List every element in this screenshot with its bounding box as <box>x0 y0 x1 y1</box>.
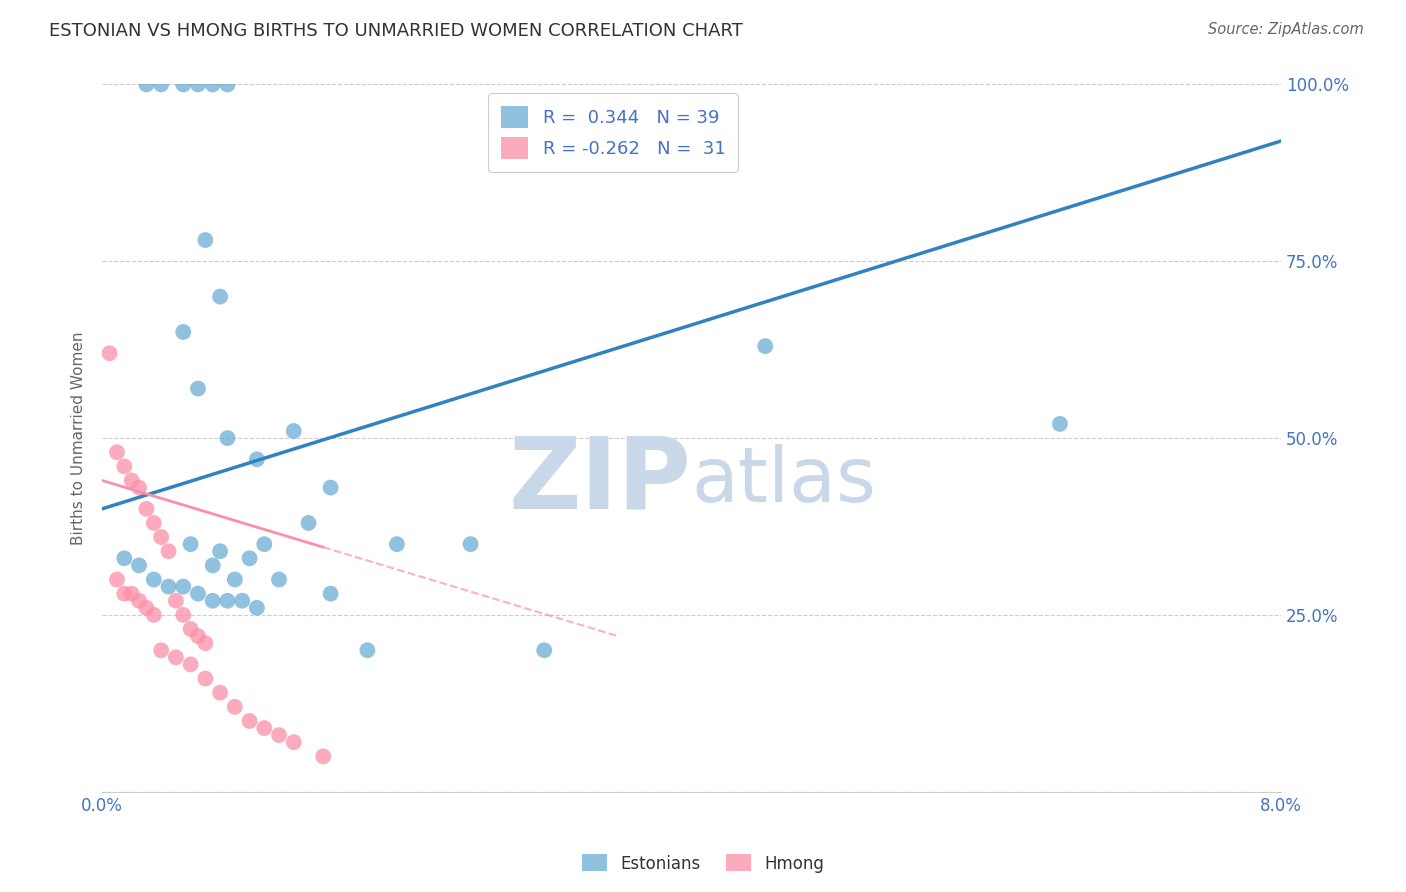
Point <box>105 573 128 587</box>
Point <box>142 573 165 587</box>
Point <box>165 650 187 665</box>
Point <box>217 78 239 92</box>
Point <box>267 728 290 742</box>
Point <box>150 643 173 657</box>
Point <box>98 346 121 360</box>
Point <box>267 573 290 587</box>
Point <box>142 516 165 530</box>
Point <box>105 445 128 459</box>
Point <box>112 587 135 601</box>
Point <box>194 636 217 650</box>
Legend: Estonians, Hmong: Estonians, Hmong <box>575 847 831 880</box>
Point <box>754 339 776 353</box>
Point <box>194 233 217 247</box>
Point <box>283 424 305 438</box>
Legend: R =  0.344   N = 39, R = -0.262   N =  31: R = 0.344 N = 39, R = -0.262 N = 31 <box>488 94 738 172</box>
Point <box>238 714 260 728</box>
Point <box>460 537 482 551</box>
Point <box>319 481 342 495</box>
Point <box>180 537 202 551</box>
Point <box>165 593 187 607</box>
Point <box>356 643 378 657</box>
Point <box>1049 417 1071 431</box>
Point <box>157 544 180 558</box>
Point <box>209 290 232 304</box>
Point <box>187 382 209 396</box>
Point <box>224 573 246 587</box>
Point <box>142 607 165 622</box>
Point <box>157 580 180 594</box>
Point <box>297 516 319 530</box>
Point <box>231 593 253 607</box>
Point <box>187 587 209 601</box>
Point <box>128 558 150 573</box>
Text: ZIP: ZIP <box>509 432 692 529</box>
Point <box>246 452 269 467</box>
Point <box>246 600 269 615</box>
Point <box>180 622 202 636</box>
Point <box>194 672 217 686</box>
Point <box>172 78 194 92</box>
Point <box>238 551 260 566</box>
Point <box>217 593 239 607</box>
Point <box>201 78 224 92</box>
Point <box>187 629 209 643</box>
Point <box>150 78 173 92</box>
Point <box>209 544 232 558</box>
Text: atlas: atlas <box>692 443 876 517</box>
Y-axis label: Births to Unmarried Women: Births to Unmarried Women <box>72 331 86 545</box>
Point <box>180 657 202 672</box>
Point <box>128 481 150 495</box>
Point <box>319 587 342 601</box>
Point <box>385 537 408 551</box>
Point <box>121 474 143 488</box>
Text: ESTONIAN VS HMONG BIRTHS TO UNMARRIED WOMEN CORRELATION CHART: ESTONIAN VS HMONG BIRTHS TO UNMARRIED WO… <box>49 22 744 40</box>
Point <box>112 459 135 474</box>
Point <box>172 607 194 622</box>
Point <box>150 530 173 544</box>
Point <box>201 593 224 607</box>
Point <box>224 699 246 714</box>
Point <box>128 593 150 607</box>
Point <box>533 643 555 657</box>
Point <box>209 686 232 700</box>
Point <box>172 325 194 339</box>
Point <box>112 551 135 566</box>
Point <box>253 721 276 735</box>
Point <box>135 78 157 92</box>
Point <box>135 501 157 516</box>
Point <box>121 587 143 601</box>
Point <box>135 600 157 615</box>
Point <box>253 537 276 551</box>
Text: Source: ZipAtlas.com: Source: ZipAtlas.com <box>1208 22 1364 37</box>
Point <box>312 749 335 764</box>
Point <box>283 735 305 749</box>
Point <box>201 558 224 573</box>
Point <box>187 78 209 92</box>
Point <box>172 580 194 594</box>
Point <box>217 431 239 445</box>
